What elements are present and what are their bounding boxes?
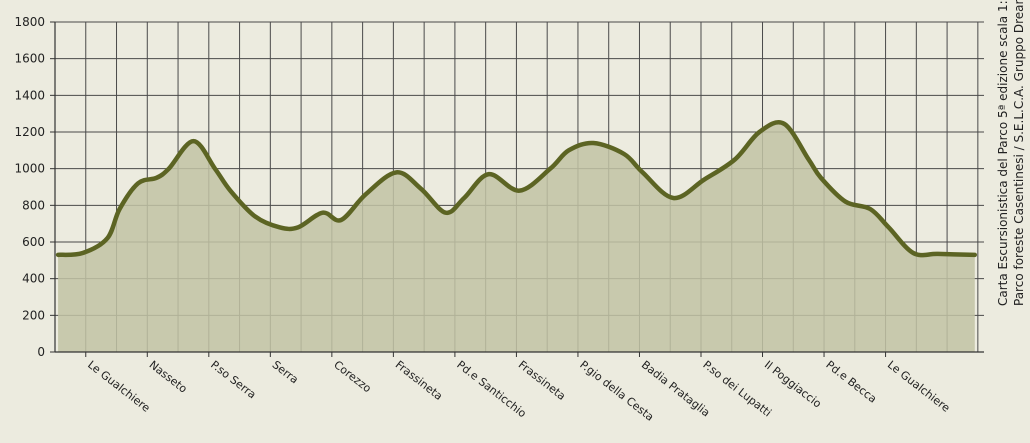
x-tick-label: Corezzo — [331, 358, 374, 395]
x-tick-label: Il Poggiaccio — [762, 358, 824, 411]
y-tick-label: 200 — [22, 308, 45, 322]
credit-line-2: Parco foreste Casentinesi / S.E.L.C.A. G… — [1012, 0, 1026, 306]
profile-fill — [58, 122, 975, 353]
profile-area — [55, 120, 978, 353]
y-axis-ticks: 0 200 400 600 800 1000 1200 1400 1600 1800 — [14, 15, 55, 359]
y-tick-label: 1200 — [14, 125, 45, 139]
y-tick-label: 0 — [37, 345, 45, 359]
x-tick-label: Frassineta — [393, 358, 445, 403]
y-tick-label: 600 — [22, 235, 45, 249]
y-tick-label: 800 — [22, 198, 45, 212]
x-tick-label: Serra — [270, 358, 301, 386]
y-tick-label: 1800 — [14, 15, 45, 29]
x-tick-label: Le Gualchiere — [85, 358, 153, 415]
y-tick-label: 400 — [22, 272, 45, 286]
x-tick-label: Nasseto — [147, 358, 190, 396]
profile-line — [55, 120, 978, 258]
credits: Carta Escursionistica del Parco 5ª edizi… — [996, 0, 1026, 306]
y-tick-label: 1000 — [14, 162, 45, 176]
credit-line-1: Carta Escursionistica del Parco 5ª edizi… — [996, 0, 1010, 306]
x-tick-label: Le Gualchiere — [885, 358, 953, 415]
y-tick-label: 1600 — [14, 52, 45, 66]
x-tick-label: Frassineta — [516, 358, 568, 403]
axes — [54, 22, 984, 353]
x-tick-label: Pd.e Becca — [823, 358, 879, 406]
x-tick-label: P.so Serra — [208, 358, 258, 401]
y-tick-label: 1400 — [14, 88, 45, 102]
